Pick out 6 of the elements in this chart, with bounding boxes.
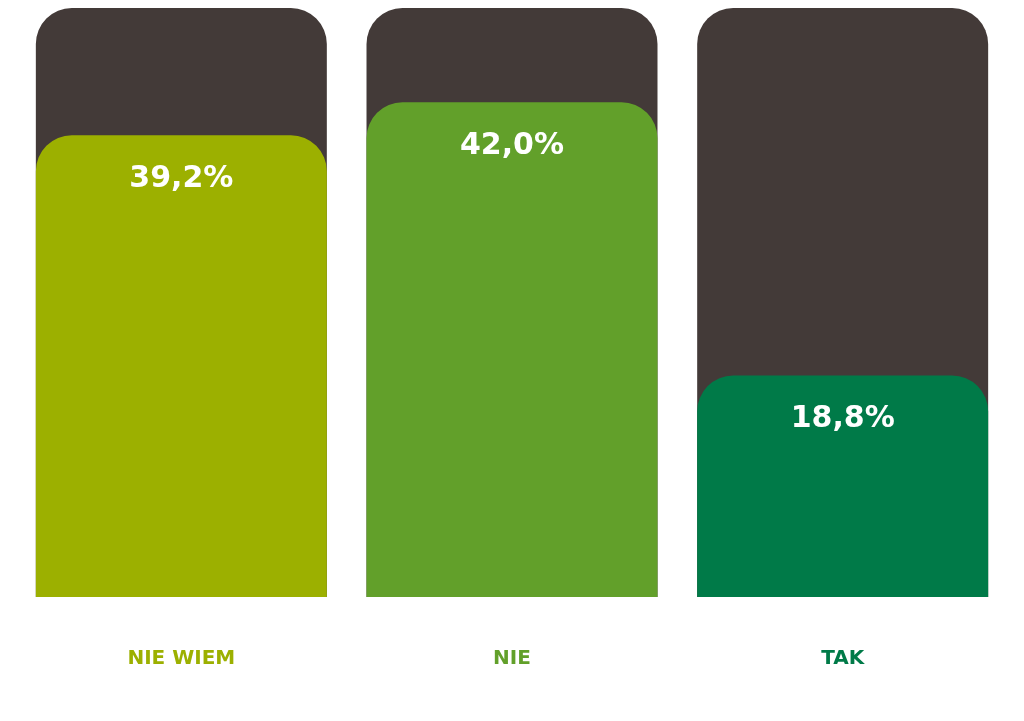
x-tick-label: NIE	[493, 645, 531, 669]
x-tick-label: NIE WIEM	[127, 645, 236, 669]
data-label: 42,0%	[459, 125, 565, 161]
data-label: 39,2%	[129, 158, 234, 194]
data-label: 18,8%	[790, 399, 895, 435]
x-tick-label: TAK	[821, 645, 866, 669]
